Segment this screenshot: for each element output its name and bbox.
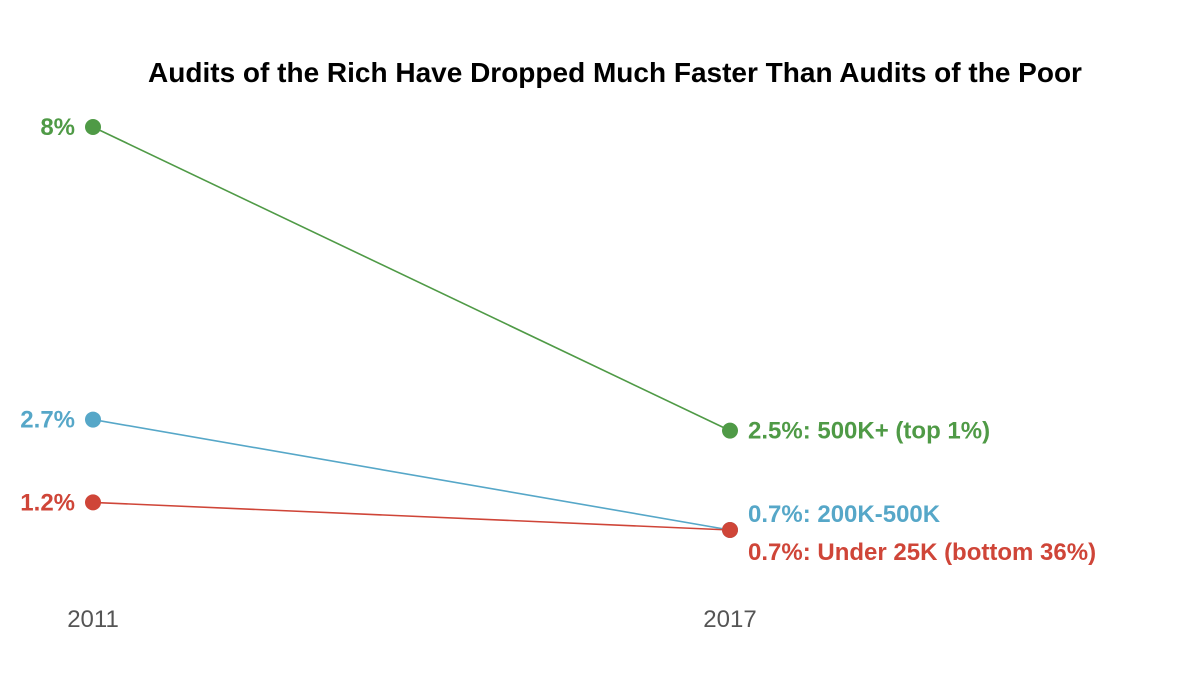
point-mid-2011 [85, 411, 101, 428]
series-line-mid [92, 418, 731, 531]
point-bottom-2017 [722, 522, 738, 538]
series-layer: 8% 2.5%: 500K+ (top 1%) 2.7% 0.7%: 200K-500… [20, 114, 1096, 566]
end-label-mid: 0.7%: 200K-500K [748, 501, 941, 528]
x-tick-2017: 2017 [703, 606, 756, 633]
point-top1-2011 [85, 119, 101, 135]
x-tick-2011: 2011 [67, 606, 119, 633]
chart-title: Audits of the Rich Have Dropped Much Fas… [148, 57, 1082, 88]
end-label-top1: 2.5%: 500K+ (top 1%) [748, 418, 990, 445]
point-top1-2017 [722, 422, 738, 439]
start-label-mid: 2.7% [20, 407, 75, 434]
end-label-bottom: 0.7%: Under 25K (bottom 36%) [748, 539, 1096, 566]
point-bottom-2011 [85, 494, 101, 511]
series-line-top1 [92, 126, 731, 432]
start-label-bottom: 1.2% [20, 489, 75, 516]
series-line-bottom [92, 501, 731, 531]
start-label-top1: 8% [40, 114, 75, 141]
